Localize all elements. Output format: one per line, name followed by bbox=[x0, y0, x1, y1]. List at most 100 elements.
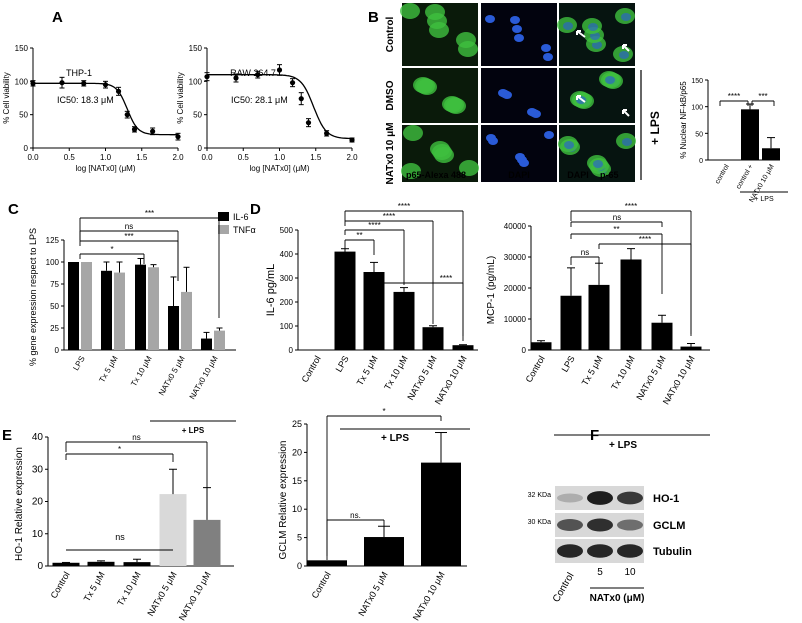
B-significance-label: *** bbox=[758, 92, 767, 101]
D2-x-tick-label: Control bbox=[524, 354, 547, 384]
channel-label-merge-p65: p-65 bbox=[600, 170, 619, 180]
arrow-icon bbox=[576, 95, 586, 103]
panel-letter-a: A bbox=[52, 9, 63, 26]
C-bar-il6 bbox=[168, 306, 179, 350]
cell-nucleus bbox=[593, 160, 603, 168]
D2-x-tick-label: Tx 10 μM bbox=[609, 354, 637, 392]
C-x-tick-label: NATx0 5 μM bbox=[157, 354, 187, 397]
D1-x-tick-label: LPS bbox=[334, 354, 351, 374]
D1-bar bbox=[422, 327, 444, 350]
D2-x-tick-label: NATx0 10 μM bbox=[661, 354, 697, 406]
blot-lane-label: Control bbox=[551, 571, 577, 604]
C-bar-il6 bbox=[68, 262, 79, 350]
A1-title: THP-1 bbox=[66, 68, 92, 78]
D2-significance-label: **** bbox=[625, 202, 637, 211]
D1-significance-label: **** bbox=[368, 221, 380, 230]
blot-group-label: NATx0 (μM) bbox=[590, 593, 645, 604]
D1-group-label: + LPS bbox=[381, 433, 409, 444]
E1-y-tick-label: 10 bbox=[32, 529, 44, 540]
cell-p65 bbox=[456, 32, 476, 48]
channel-label-dapi: DAPI bbox=[508, 170, 530, 180]
A1-data-point bbox=[175, 134, 181, 140]
lps-side-label: + LPS bbox=[648, 111, 662, 145]
cell-p65 bbox=[403, 125, 423, 141]
A1-data-point bbox=[150, 128, 156, 134]
E1-y-tick-label: 40 bbox=[32, 432, 44, 443]
E1-bar bbox=[193, 519, 221, 566]
E2-y-tick-label: 5 bbox=[297, 533, 302, 543]
D1-y-tick-label: 0 bbox=[289, 346, 294, 355]
E2-significance-label: * bbox=[382, 407, 385, 416]
A1-x-tick-label: 1.5 bbox=[136, 153, 148, 162]
cell-nucleus bbox=[498, 89, 508, 97]
micro-panel-r0-c1 bbox=[481, 3, 557, 66]
B-y-tick-label: 150 bbox=[691, 78, 703, 85]
A2-y-axis-label: % Cell viability bbox=[176, 72, 185, 124]
D1-x-tick-label: NATx0 10 μM bbox=[433, 354, 469, 406]
D2-bar bbox=[680, 346, 702, 350]
E1-y-tick-label: 20 bbox=[32, 497, 44, 508]
C-legend-label: TNFα bbox=[233, 225, 256, 235]
cell-nucleus bbox=[514, 34, 524, 42]
A1-data-point bbox=[115, 88, 122, 94]
A2-x-tick-label: 0.5 bbox=[238, 153, 250, 162]
A2-data-point bbox=[298, 96, 304, 102]
cell-p65 bbox=[401, 163, 421, 179]
D2-y-tick-label: 40000 bbox=[504, 222, 527, 231]
A2-x-tick-label: 0.0 bbox=[201, 153, 213, 162]
E2-y-tick-label: 10 bbox=[292, 504, 302, 514]
A2-data-point bbox=[289, 80, 296, 86]
blot-lane-label: 5 bbox=[597, 567, 603, 578]
C-x-tick-label: LPS bbox=[71, 355, 86, 373]
A2-y-tick-label: 0 bbox=[198, 144, 203, 153]
cell-nucleus bbox=[619, 51, 629, 59]
blot-row-tubulin bbox=[555, 539, 644, 563]
D1-y-tick-label: 100 bbox=[280, 322, 294, 331]
cell-nucleus bbox=[485, 15, 495, 23]
D2-y-tick-label: 20000 bbox=[504, 284, 527, 293]
micro-panel-r1-c0 bbox=[402, 68, 478, 123]
E2-x-tick-label: NATx0 5 μM bbox=[356, 570, 389, 618]
micro-panel-bg bbox=[481, 68, 557, 123]
D1-y-tick-label: 500 bbox=[280, 226, 294, 235]
E1-bar bbox=[87, 561, 115, 566]
E1-bar bbox=[52, 562, 80, 566]
micro-panel-r2-c1 bbox=[481, 125, 557, 182]
C-x-tick-label: Tx 5 μM bbox=[97, 354, 119, 384]
D2-x-tick-label: Tx 5 μM bbox=[580, 354, 605, 387]
blot-protein-label: Tubulin bbox=[653, 546, 692, 558]
D2-y-tick-label: 0 bbox=[522, 346, 527, 355]
A1-x-axis-label: log [NATx0] (μM) bbox=[75, 164, 135, 173]
A2-ic50-label: IC50: 28.1 μM bbox=[231, 95, 288, 105]
A1-x-tick-label: 0.5 bbox=[64, 153, 76, 162]
D2-bar bbox=[620, 259, 642, 350]
E2-bar bbox=[421, 462, 461, 566]
C-bar-tnf bbox=[114, 272, 125, 350]
D1-x-tick-label: NATx0 5 μM bbox=[405, 354, 438, 402]
D1-bar bbox=[363, 272, 385, 350]
A1-x-tick-label: 1.0 bbox=[100, 153, 112, 162]
blot-protein-label: GCLM bbox=[653, 520, 685, 532]
cell-nucleus bbox=[621, 13, 631, 21]
E2-y-tick-label: 25 bbox=[292, 419, 302, 429]
panel-letter-c: C bbox=[8, 201, 19, 218]
D2-significance-label: ns bbox=[581, 248, 589, 257]
D2-bar bbox=[560, 295, 582, 350]
micro-row-label: NATx0 10 μM bbox=[385, 122, 396, 184]
C-bar-il6 bbox=[135, 264, 146, 350]
A2-x-axis-label: log [NATx0] (μM) bbox=[249, 164, 309, 173]
E1-significance-label: ns bbox=[132, 433, 140, 442]
D1-significance-label: **** bbox=[440, 274, 452, 283]
A1-ic50-label: IC50: 18.3 μM bbox=[57, 95, 114, 105]
blot-band bbox=[587, 518, 613, 532]
panel-letter-d: D bbox=[250, 201, 261, 218]
C-y-tick-label: 50 bbox=[50, 302, 59, 311]
B-y-tick-label: 0 bbox=[699, 158, 703, 165]
D2-y-tick-label: 10000 bbox=[504, 315, 527, 324]
micro-panel-r2-c2 bbox=[558, 125, 636, 182]
C-x-tick-label: NATx0 10 μM bbox=[188, 354, 220, 401]
C-significance-label: *** bbox=[124, 232, 133, 241]
D2-significance-label: **** bbox=[639, 235, 651, 244]
D2-y-axis-label: MCP-1 (pg/mL) bbox=[486, 256, 497, 324]
A2-x-tick-label: 1.0 bbox=[274, 153, 286, 162]
